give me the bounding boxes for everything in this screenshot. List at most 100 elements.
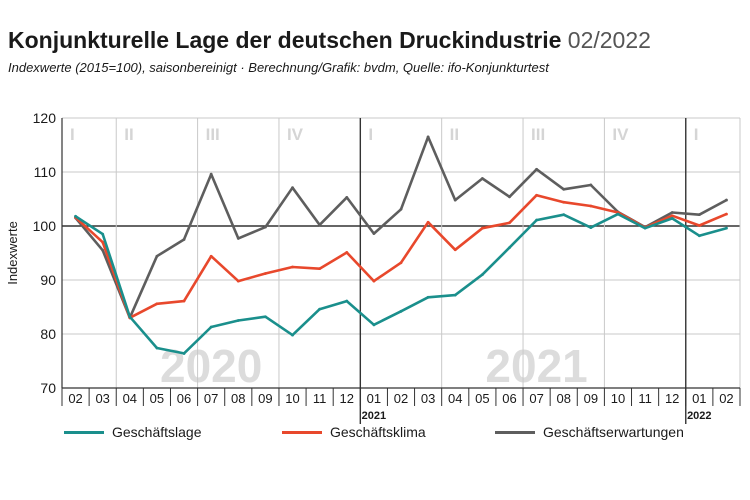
- data-point-geschaeftserwartungen: [725, 198, 728, 202]
- data-point-geschaeftslage: [345, 299, 349, 303]
- data-point-geschaeftsklima: [453, 248, 457, 252]
- legend-swatch-geschaeftslage: [64, 430, 104, 434]
- data-point-geschaeftsklima: [318, 267, 322, 271]
- data-point-geschaeftsklima: [399, 261, 403, 265]
- data-point-geschaeftslage: [101, 232, 105, 236]
- x-tick-label: 09: [258, 391, 272, 406]
- x-tick-label: 01: [692, 391, 706, 406]
- title-date: 02/2022: [567, 27, 651, 53]
- chart-title: Konjunkturelle Lage der deutschen Drucki…: [8, 26, 651, 54]
- data-point-geschaeftslage: [616, 212, 620, 216]
- data-point-geschaeftslage: [643, 226, 647, 230]
- x-tick-label: 06: [177, 391, 191, 406]
- data-point-geschaeftslage: [697, 234, 701, 238]
- data-point-geschaeftslage: [182, 352, 186, 355]
- data-point-geschaeftsklima: [236, 279, 240, 283]
- data-point-geschaeftslage: [508, 246, 511, 250]
- legend: Geschäftslage Geschäftsklima Geschäftser…: [0, 424, 750, 448]
- data-point-geschaeftserwartungen: [426, 135, 430, 139]
- x-tick-label: 01: [367, 391, 381, 406]
- data-point-geschaeftsklima: [345, 251, 349, 254]
- x-tick-label: 02: [394, 391, 408, 406]
- x-tick-label: 05: [475, 391, 489, 406]
- data-point-geschaeftsklima: [508, 221, 511, 225]
- data-point-geschaeftslage: [589, 226, 593, 230]
- y-tick-label-90: 90: [40, 272, 56, 288]
- x-tick-label: 10: [285, 391, 299, 406]
- y-tick-label-80: 80: [40, 326, 56, 342]
- x-tick-label: 04: [123, 391, 137, 406]
- data-point-geschaeftslage: [155, 346, 159, 350]
- quarter-label: I: [368, 125, 373, 144]
- data-point-geschaeftsklima: [670, 214, 674, 218]
- x-tick-label: 05: [150, 391, 164, 406]
- data-point-geschaeftserwartungen: [670, 211, 674, 214]
- data-point-geschaeftsklima: [725, 212, 728, 216]
- data-point-geschaeftserwartungen: [480, 177, 484, 180]
- data-point-geschaeftserwartungen: [589, 183, 593, 187]
- year-label-2021: 2021: [362, 410, 386, 422]
- legend-item-geschaeftslage: Geschäftslage: [64, 424, 202, 440]
- data-point-geschaeftsklima: [697, 224, 701, 227]
- data-point-geschaeftslage: [236, 319, 240, 322]
- data-point-geschaeftslage: [264, 315, 267, 319]
- quarter-label: IV: [287, 125, 304, 144]
- data-point-geschaeftsklima: [372, 279, 376, 283]
- year-watermark-2021: 2021: [485, 340, 587, 392]
- data-point-geschaeftserwartungen: [101, 248, 105, 252]
- x-tick-label: 07: [529, 391, 543, 406]
- title-main: Konjunkturelle Lage der deutschen Drucki…: [8, 27, 562, 53]
- series-line-geschaeftslage: [74, 212, 728, 355]
- legend-label-geschaeftslage: Geschäftslage: [112, 424, 202, 440]
- quarter-label: IV: [612, 125, 629, 144]
- data-point-geschaeftslage: [725, 226, 728, 230]
- y-tick-label-110: 110: [34, 164, 57, 180]
- x-tick-label: 03: [95, 391, 109, 406]
- data-point-geschaeftslage: [562, 213, 566, 217]
- data-point-geschaeftserwartungen: [535, 167, 538, 171]
- data-point-geschaeftserwartungen: [236, 237, 240, 240]
- data-point-geschaeftsklima: [480, 226, 484, 230]
- data-point-geschaeftsklima: [589, 204, 593, 208]
- legend-label-geschaeftsklima: Geschäftsklima: [330, 424, 426, 440]
- year-label-2022: 2022: [687, 410, 711, 422]
- x-tick-label: 12: [340, 391, 354, 406]
- x-tick-label: 08: [556, 391, 570, 406]
- data-point-geschaeftserwartungen: [345, 195, 349, 199]
- series-line-geschaeftserwartungen: [74, 135, 728, 320]
- data-point-geschaeftsklima: [535, 193, 538, 197]
- data-point-geschaeftserwartungen: [264, 225, 267, 229]
- x-tick-label: 02: [68, 391, 82, 406]
- x-tick-label: 11: [313, 391, 327, 406]
- data-point-geschaeftslage: [399, 309, 403, 313]
- x-tick-label: 09: [584, 391, 598, 406]
- x-tick-label: 07: [204, 391, 218, 406]
- legend-label-geschaeftserwartungen: Geschäftserwartungen: [543, 424, 684, 440]
- x-tick-label: 12: [665, 391, 679, 406]
- data-point-geschaeftserwartungen: [399, 207, 403, 211]
- data-point-geschaeftsklima: [426, 220, 430, 224]
- x-tick-label: 11: [638, 391, 652, 406]
- x-tick-label: 04: [448, 391, 462, 406]
- quarter-label: II: [124, 125, 133, 144]
- quarter-label: II: [450, 125, 459, 144]
- data-point-geschaeftserwartungen: [453, 198, 457, 202]
- legend-swatch-geschaeftsklima: [282, 430, 322, 434]
- data-point-geschaeftslage: [128, 315, 132, 319]
- x-tick-label: 03: [421, 391, 435, 406]
- y-tick-label-100: 100: [33, 218, 57, 234]
- legend-item-geschaeftserwartungen: Geschäftserwartungen: [495, 424, 684, 440]
- quarter-label: I: [70, 125, 75, 144]
- series-line-geschaeftsklima: [74, 193, 728, 320]
- data-point-geschaeftslage: [318, 307, 322, 311]
- quarter-label: III: [531, 125, 545, 144]
- y-axis-title: Indexwerte: [5, 221, 20, 285]
- x-tick-label: 02: [719, 391, 733, 406]
- data-point-geschaeftserwartungen: [155, 254, 159, 258]
- x-tick-label: 06: [502, 391, 516, 406]
- legend-swatch-geschaeftserwartungen: [495, 430, 535, 434]
- data-point-geschaeftserwartungen: [562, 187, 566, 191]
- data-point-geschaeftslage: [480, 273, 484, 276]
- data-point-geschaeftslage: [209, 325, 213, 329]
- data-point-geschaeftserwartungen: [697, 213, 701, 217]
